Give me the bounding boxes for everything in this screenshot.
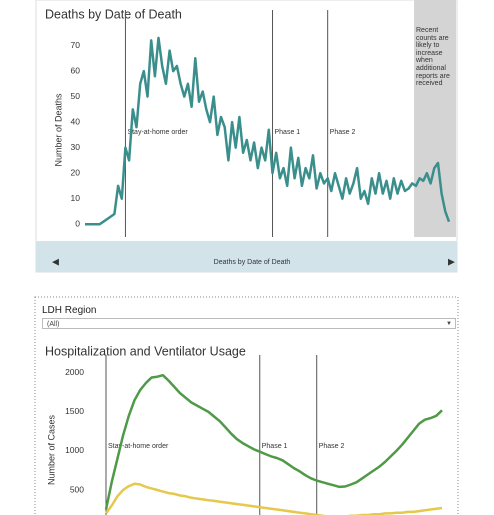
y-tick-label: 10 xyxy=(71,193,81,203)
annotation-label: Stay-at-home order xyxy=(108,443,169,450)
scroll-right[interactable]: ▶ xyxy=(448,256,455,266)
data-line xyxy=(104,482,443,515)
filter-value: (All) xyxy=(47,321,60,328)
y-tick-label: 50 xyxy=(71,91,81,101)
y-tick-label: 20 xyxy=(71,167,81,177)
data-line xyxy=(104,373,443,510)
annotation-label: Phase 2 xyxy=(319,443,345,450)
chart-title: Hospitalization and Ventilator Usage xyxy=(45,344,246,358)
scrollbar[interactable] xyxy=(36,241,457,272)
scroll-left[interactable]: ◀ xyxy=(52,256,59,266)
y-tick-label: 70 xyxy=(71,40,81,50)
panel xyxy=(34,296,459,515)
y-tick-label: 30 xyxy=(71,142,81,152)
annotation-label: Phase 1 xyxy=(262,443,288,450)
annotation-label: Stay-at-home order xyxy=(127,129,188,136)
filter-dropdown[interactable]: (All) ▼ xyxy=(42,318,456,329)
y-tick-label: 500 xyxy=(70,484,84,494)
panel xyxy=(35,0,458,273)
shaded-region xyxy=(414,0,456,237)
y-axis-label: Number of Deaths xyxy=(53,93,63,167)
data-line xyxy=(85,36,451,226)
y-tick-label: 1000 xyxy=(65,445,84,455)
shaded-note: Recent counts are likely to increase whe… xyxy=(416,27,450,88)
y-tick-label: 40 xyxy=(71,116,81,126)
y-tick-label: 2000 xyxy=(65,367,84,377)
annotation-label: Phase 2 xyxy=(330,129,356,136)
y-tick-label: 60 xyxy=(71,65,81,75)
y-axis-label: Number of Cases xyxy=(46,414,56,485)
y-tick-label: 0 xyxy=(75,218,80,228)
y-tick-label: 1500 xyxy=(65,406,84,416)
chart-title: Deaths by Date of Death xyxy=(45,7,182,21)
annotation-label: Phase 1 xyxy=(275,129,301,136)
scrollbar-label: Deaths by Date of Death xyxy=(214,259,291,266)
filter-label: LDH Region xyxy=(42,305,97,316)
